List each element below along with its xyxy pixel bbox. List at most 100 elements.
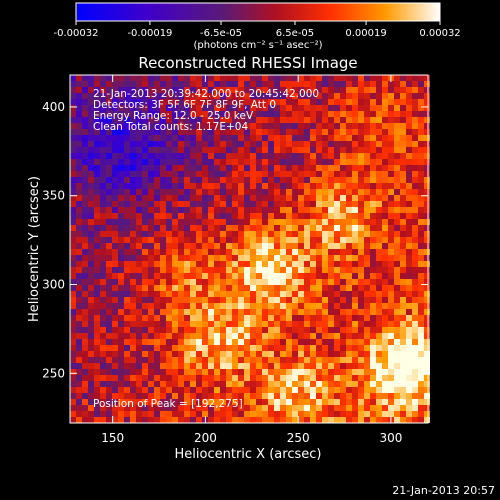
heatmap-cell — [352, 153, 358, 159]
heatmap-cell — [112, 159, 118, 165]
heatmap-cell — [352, 213, 358, 219]
heatmap-cell — [160, 105, 166, 111]
heatmap-cell — [88, 255, 94, 261]
heatmap-cell — [376, 333, 382, 339]
heatmap-cell — [244, 381, 250, 387]
heatmap-cell — [130, 279, 136, 285]
heatmap-cell — [250, 345, 256, 351]
heatmap-cell — [208, 159, 214, 165]
heatmap-cell — [232, 123, 238, 129]
heatmap-cell — [124, 261, 130, 267]
heatmap-cell — [124, 165, 130, 171]
heatmap-cell — [406, 297, 412, 303]
heatmap-cell — [280, 267, 286, 273]
heatmap-cell — [214, 201, 220, 207]
heatmap-cell — [268, 129, 274, 135]
heatmap-cell — [136, 387, 142, 393]
heatmap-cell — [166, 363, 172, 369]
heatmap-cell — [406, 183, 412, 189]
heatmap-cell — [400, 291, 406, 297]
heatmap-cell — [358, 273, 364, 279]
heatmap-cell — [148, 411, 154, 417]
heatmap-cell — [340, 183, 346, 189]
heatmap-cell — [172, 273, 178, 279]
heatmap-cell — [292, 261, 298, 267]
heatmap-cell — [208, 75, 214, 81]
heatmap-cell — [130, 117, 136, 123]
heatmap-cell — [226, 255, 232, 261]
heatmap-cell — [346, 165, 352, 171]
heatmap-cell — [412, 195, 418, 201]
heatmap-cell — [124, 177, 130, 183]
heatmap-cell — [268, 237, 274, 243]
heatmap-cell — [412, 417, 418, 423]
heatmap-cell — [106, 411, 112, 417]
heatmap-cell — [184, 225, 190, 231]
heatmap-cell — [424, 105, 430, 111]
heatmap-cell — [160, 249, 166, 255]
heatmap-cell — [196, 303, 202, 309]
heatmap-cell — [298, 243, 304, 249]
heatmap-cell — [244, 291, 250, 297]
heatmap-cell — [184, 237, 190, 243]
heatmap-cell — [154, 183, 160, 189]
heatmap-cell — [352, 135, 358, 141]
heatmap-cell — [208, 153, 214, 159]
heatmap-cell — [364, 327, 370, 333]
heatmap-cell — [112, 333, 118, 339]
heatmap-cell — [190, 375, 196, 381]
heatmap-cell — [400, 177, 406, 183]
heatmap-cell — [304, 195, 310, 201]
heatmap-cell — [376, 393, 382, 399]
heatmap-cell — [376, 411, 382, 417]
heatmap-cell — [178, 141, 184, 147]
heatmap-cell — [280, 111, 286, 117]
heatmap-cell — [244, 243, 250, 249]
heatmap-cell — [310, 219, 316, 225]
heatmap-cell — [412, 141, 418, 147]
heatmap-cell — [100, 123, 106, 129]
heatmap-cell — [352, 201, 358, 207]
heatmap-cell — [124, 159, 130, 165]
heatmap-cell — [268, 171, 274, 177]
heatmap-cell — [412, 357, 418, 363]
heatmap-cell — [310, 111, 316, 117]
heatmap-cell — [166, 153, 172, 159]
heatmap-cell — [100, 105, 106, 111]
heatmap-cell — [286, 309, 292, 315]
heatmap-cell — [94, 147, 100, 153]
heatmap-cell — [214, 249, 220, 255]
heatmap-cell — [334, 135, 340, 141]
heatmap-cell — [76, 273, 82, 279]
heatmap-cell — [196, 285, 202, 291]
heatmap-cell — [310, 351, 316, 357]
heatmap-cell — [244, 405, 250, 411]
heatmap-cell — [352, 249, 358, 255]
heatmap-cell — [340, 297, 346, 303]
heatmap-cell — [394, 273, 400, 279]
heatmap-cell — [352, 357, 358, 363]
heatmap-cell — [112, 405, 118, 411]
heatmap-cell — [304, 189, 310, 195]
heatmap-cell — [400, 297, 406, 303]
heatmap-cell — [76, 213, 82, 219]
heatmap-cell — [292, 297, 298, 303]
heatmap-cell — [184, 399, 190, 405]
heatmap-cell — [382, 129, 388, 135]
heatmap-cell — [286, 369, 292, 375]
heatmap-cell — [100, 195, 106, 201]
heatmap-cell — [112, 201, 118, 207]
heatmap-cell — [220, 195, 226, 201]
heatmap-cell — [220, 87, 226, 93]
heatmap-cell — [100, 339, 106, 345]
heatmap-cell — [262, 189, 268, 195]
heatmap-cell — [112, 327, 118, 333]
heatmap-cell — [262, 381, 268, 387]
heatmap-cell — [130, 267, 136, 273]
heatmap-cell — [124, 105, 130, 111]
heatmap-cell — [298, 201, 304, 207]
heatmap-cell — [280, 255, 286, 261]
heatmap-cell — [346, 339, 352, 345]
heatmap-cell — [112, 171, 118, 177]
heatmap-cell — [394, 99, 400, 105]
